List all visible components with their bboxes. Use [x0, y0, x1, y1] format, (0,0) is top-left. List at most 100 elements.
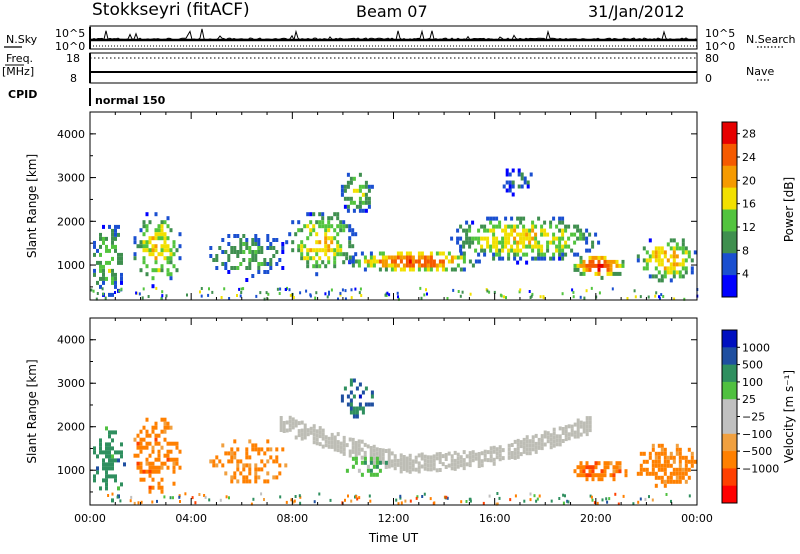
- power-echo-cell: [564, 252, 568, 257]
- power-noise-cell: [354, 287, 357, 291]
- power-noise-cell: [259, 291, 262, 295]
- ground-scatter-cell: [552, 443, 556, 448]
- power-echo-cell: [390, 259, 394, 264]
- power-echo-cell: [429, 251, 433, 256]
- velocity-echo-cell: [582, 469, 586, 474]
- ground-scatter-cell: [324, 443, 328, 448]
- power-echo-cell: [477, 240, 481, 245]
- velocity-echo-cell: [108, 466, 111, 471]
- power-noise-cell: [339, 293, 342, 297]
- velocity-noise-cell: [350, 499, 353, 503]
- power-echo-cell: [321, 260, 325, 265]
- power-echo-cell: [660, 274, 664, 279]
- velocity-echo-cell: [672, 471, 676, 476]
- power-echo-cell: [169, 256, 173, 261]
- velocity-noise-cell: [538, 494, 541, 498]
- velocity-echo-cell: [657, 475, 661, 480]
- power-echo-cell: [591, 240, 595, 245]
- power-noise-cell: [240, 291, 243, 294]
- power-echo-cell: [351, 228, 355, 233]
- ground-scatter-cell: [432, 462, 436, 467]
- velocity-echo-cell: [221, 463, 225, 468]
- power-echo-cell: [537, 252, 541, 257]
- ground-scatter-cell: [507, 455, 511, 460]
- power-echo-cell: [349, 200, 353, 205]
- power-echo-cell: [558, 220, 562, 225]
- velocity-echo-cell: [669, 475, 673, 480]
- velocity-echo-cell: [105, 442, 108, 447]
- power-echo-cell: [245, 242, 249, 246]
- velocity-echo-cell: [358, 406, 362, 411]
- power-echo-cell: [555, 244, 559, 249]
- velocity-echo-cell: [266, 459, 270, 464]
- velocity-echo-cell: [242, 467, 246, 472]
- ground-scatter-cell: [399, 457, 403, 462]
- power-echo-cell: [257, 242, 261, 246]
- power-echo-cell: [657, 250, 661, 255]
- power-noise-cell: [200, 294, 203, 298]
- velocity-echo-cell: [139, 429, 143, 434]
- ground-scatter-cell: [411, 467, 415, 472]
- power-echo-cell: [651, 274, 655, 279]
- power-echo-cell: [654, 250, 658, 255]
- power-echo-cell: [543, 252, 547, 257]
- power-echo-cell: [510, 224, 514, 229]
- ground-scatter-cell: [387, 464, 391, 469]
- power-echo-cell: [312, 248, 316, 253]
- power-echo-cell: [441, 251, 445, 256]
- power-echo-cell: [339, 252, 343, 257]
- velocity-echo-cell: [684, 455, 688, 460]
- power-echo-cell: [117, 252, 120, 257]
- power-echo-cell: [525, 252, 529, 257]
- ground-scatter-cell: [279, 424, 283, 428]
- ground-scatter-cell: [303, 435, 307, 440]
- ground-scatter-cell: [435, 456, 439, 461]
- velocity-echo-cell: [361, 390, 365, 395]
- power-noise-cell: [142, 287, 145, 291]
- ground-scatter-cell: [462, 466, 466, 471]
- power-echo-cell: [606, 259, 610, 264]
- power-echo-cell: [660, 246, 664, 251]
- velocity-echo-cell: [145, 469, 149, 474]
- power-echo-cell: [480, 248, 484, 253]
- ground-scatter-cell: [588, 420, 592, 425]
- ground-scatter-cell: [495, 447, 499, 452]
- velocity-echo-cell: [372, 472, 376, 477]
- power-echo-cell: [615, 259, 619, 264]
- ground-scatter-cell: [342, 439, 346, 444]
- velocity-echo-cell: [163, 417, 167, 422]
- velocity-noise-cell: [347, 494, 349, 498]
- ground-scatter-cell: [378, 448, 382, 452]
- velocity-echo-cell: [654, 463, 658, 468]
- power-colorbar-tick-label: 12: [742, 221, 756, 234]
- ground-scatter-cell: [579, 424, 583, 429]
- velocity-noise-cell: [445, 495, 448, 499]
- power-echo-cell: [495, 236, 499, 241]
- power-echo-cell: [672, 238, 676, 243]
- ground-scatter-cell: [471, 458, 475, 463]
- power-echo-cell: [523, 176, 527, 181]
- power-echo-cell: [139, 240, 143, 245]
- ground-scatter-cell: [288, 423, 292, 428]
- ground-scatter-cell: [576, 434, 580, 439]
- power-echo-cell: [429, 255, 433, 260]
- velocity-echo-cell: [151, 477, 155, 482]
- power-echo-cell: [378, 267, 382, 272]
- velocity-echo-cell: [349, 390, 353, 395]
- velocity-noise-cell: [250, 502, 253, 506]
- power-echo-cell: [315, 240, 319, 245]
- power-echo-cell: [540, 252, 544, 257]
- velocity-noise-cell: [617, 502, 620, 506]
- ground-scatter-cell: [516, 442, 520, 447]
- ground-scatter-cell: [462, 458, 466, 463]
- ground-scatter-cell: [324, 435, 328, 440]
- power-echo-cell: [227, 254, 231, 258]
- power-echo-cell: [99, 252, 102, 257]
- ground-scatter-cell: [369, 446, 373, 450]
- ground-scatter-cell: [330, 440, 334, 445]
- power-echo-cell: [266, 234, 270, 238]
- ground-scatter-cell: [507, 451, 511, 456]
- ground-scatter-cell: [384, 465, 388, 469]
- velocity-echo-cell: [139, 461, 143, 466]
